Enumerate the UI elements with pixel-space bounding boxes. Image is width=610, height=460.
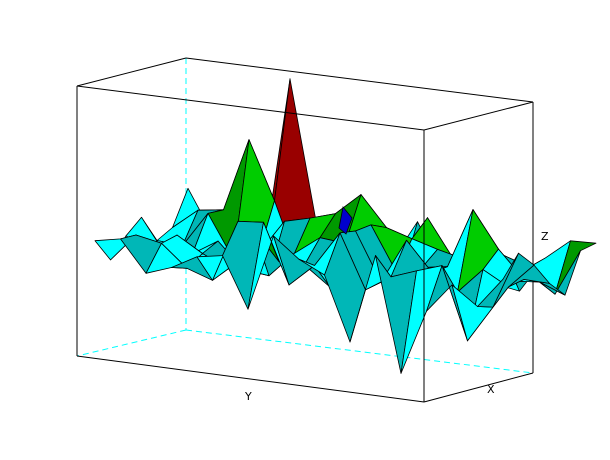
back-box-edges (76, 57, 534, 373)
hidden-edge-left (76, 329, 187, 357)
x-axis-label: X (487, 383, 495, 396)
surface-facet (477, 252, 519, 308)
box-edge-top-left (76, 57, 187, 87)
hidden-edge-right (185, 329, 534, 374)
box-edge-front-bottom (76, 355, 425, 403)
box-edge-top-back (185, 57, 534, 103)
box-edge-right-bottom (423, 372, 534, 403)
surface-mesh (94, 78, 597, 374)
z-axis-label: Z (541, 230, 549, 243)
y-axis-label: Y (244, 390, 252, 403)
box-edge-right-top (423, 101, 534, 131)
box-edge-front-top (76, 85, 425, 131)
surface-facet (338, 206, 353, 235)
front-box-edges (76, 85, 534, 403)
